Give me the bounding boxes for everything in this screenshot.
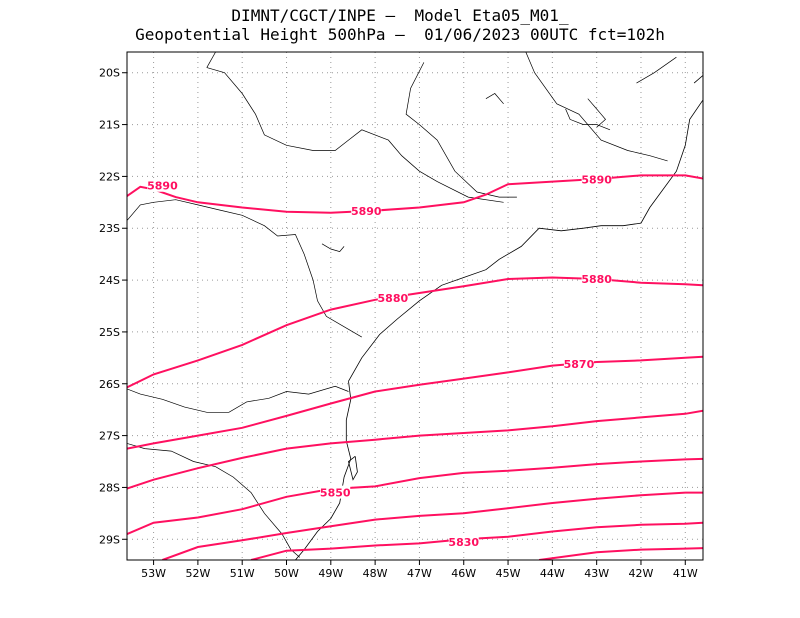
contour-line-5830 — [250, 521, 703, 560]
contour-label: 5870 — [564, 358, 595, 371]
title-line-1: DIMNT/CGCT/INPE — Model Eta05_M01_ — [231, 6, 569, 25]
lat-tick-label: 20S — [99, 67, 120, 80]
coastline — [348, 455, 358, 481]
state-boundary — [206, 52, 216, 68]
contour-label: 5850 — [320, 487, 351, 500]
contour-line-5870 — [127, 355, 703, 450]
state-boundary — [127, 385, 349, 413]
contour-label: 5890 — [581, 174, 612, 187]
coastline — [693, 74, 703, 84]
reservoir-outline — [587, 98, 606, 128]
reservoir-outline — [321, 243, 345, 252]
lat-tick-label: 27S — [99, 430, 120, 443]
lon-tick-label: 49W — [318, 567, 343, 580]
contour-line-5840 — [162, 491, 703, 560]
contour-label-bg — [563, 357, 594, 371]
contour-label-bg — [581, 172, 612, 186]
lat-tick-label: 26S — [99, 378, 120, 391]
lon-tick-label: 53W — [141, 567, 166, 580]
lat-tick-label: 25S — [99, 326, 120, 339]
contour-line-5820 — [538, 547, 703, 560]
lon-tick-label: 47W — [407, 567, 432, 580]
plot-frame — [126, 51, 704, 561]
contour-line-5860 — [127, 409, 703, 490]
lon-tick-label: 45W — [496, 567, 521, 580]
lat-tick-label: 23S — [99, 222, 120, 235]
state-boundary — [206, 67, 504, 203]
map-title: DIMNT/CGCT/INPE — Model Eta05_M01_ Geopo… — [0, 6, 800, 44]
contour-label-bg — [351, 204, 382, 218]
lon-tick-label: 43W — [584, 567, 609, 580]
contour-label: 5890 — [147, 180, 178, 193]
contour-label: 5880 — [378, 292, 409, 305]
reservoir-outline — [485, 93, 504, 105]
lat-tick-label: 24S — [99, 274, 120, 287]
contour-label-bg — [320, 485, 351, 499]
contour-line-5850 — [127, 457, 703, 536]
contour-label-bg — [448, 534, 479, 548]
contour-line-5880 — [127, 276, 703, 389]
lon-tick-label: 51W — [230, 567, 255, 580]
lon-tick-label: 52W — [185, 567, 210, 580]
state-boundary — [636, 56, 677, 84]
contour-label-bg — [147, 178, 178, 192]
contour-label-bg — [581, 272, 612, 286]
geography-layer — [127, 52, 703, 560]
state-boundary — [127, 199, 362, 338]
contour-line-5890 — [127, 174, 703, 214]
lon-tick-label: 48W — [363, 567, 388, 580]
lat-tick-label: 22S — [99, 170, 120, 183]
contour-labels: 5890 5890 5890 5880 5880 5870 5850 5830 — [147, 172, 612, 549]
lat-tick-label: 21S — [99, 119, 120, 132]
state-boundary — [525, 52, 668, 162]
contour-label: 5830 — [448, 536, 479, 549]
lon-tick-label: 42W — [629, 567, 654, 580]
coastline — [295, 381, 352, 560]
lon-tick-label: 50W — [274, 567, 299, 580]
reservoir-outline — [565, 108, 611, 131]
lon-tick-label: 44W — [540, 567, 565, 580]
state-boundary — [405, 62, 517, 198]
state-boundary — [127, 443, 301, 558]
lat-tick-label: 29S — [99, 533, 120, 546]
lon-tick-label: 46W — [451, 567, 476, 580]
lat-tick-label: 28S — [99, 481, 120, 494]
title-line-2: Geopotential Height 500hPa — 01/06/2023 … — [135, 25, 665, 44]
grid-lines — [127, 52, 703, 560]
coastline — [348, 99, 703, 382]
height-contours — [127, 174, 703, 560]
contour-label: 5890 — [351, 205, 382, 218]
contour-label: 5880 — [581, 273, 612, 286]
axis-ticks: 53W 52W 51W 50W 49W 48W 47W 46W 45W 44W 43W 42W 41W 2… — [99, 67, 698, 580]
contour-label-bg — [377, 291, 408, 305]
lon-tick-label: 41W — [673, 567, 698, 580]
